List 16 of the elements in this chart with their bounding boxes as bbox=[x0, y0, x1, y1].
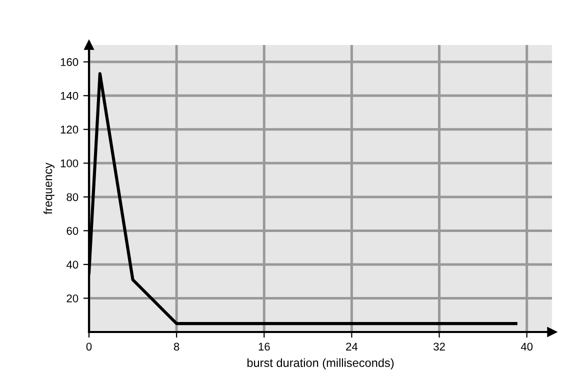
y-tick-label: 100 bbox=[60, 159, 78, 168]
x-tick-label: 0 bbox=[86, 342, 92, 351]
y-tick-label: 20 bbox=[66, 294, 78, 302]
x-tick-label: 8 bbox=[174, 342, 180, 351]
y-tick-label: 40 bbox=[66, 260, 78, 269]
y-tick-label: 160 bbox=[60, 58, 78, 66]
x-tick-label: 24 bbox=[346, 342, 358, 350]
x-tick-label: 40 bbox=[520, 342, 533, 351]
x-tick-label: 32 bbox=[434, 342, 445, 351]
y-tick-label: 80 bbox=[66, 193, 78, 202]
y-tick-label: 60 bbox=[66, 226, 78, 235]
y-axis-title: frequency bbox=[44, 162, 54, 214]
x-axis-title: burst duration (milliseconds) bbox=[247, 358, 394, 370]
x-tick-label: 16 bbox=[258, 342, 270, 351]
y-tick-label: 120 bbox=[60, 126, 78, 134]
y-tick-label: 140 bbox=[60, 92, 78, 100]
